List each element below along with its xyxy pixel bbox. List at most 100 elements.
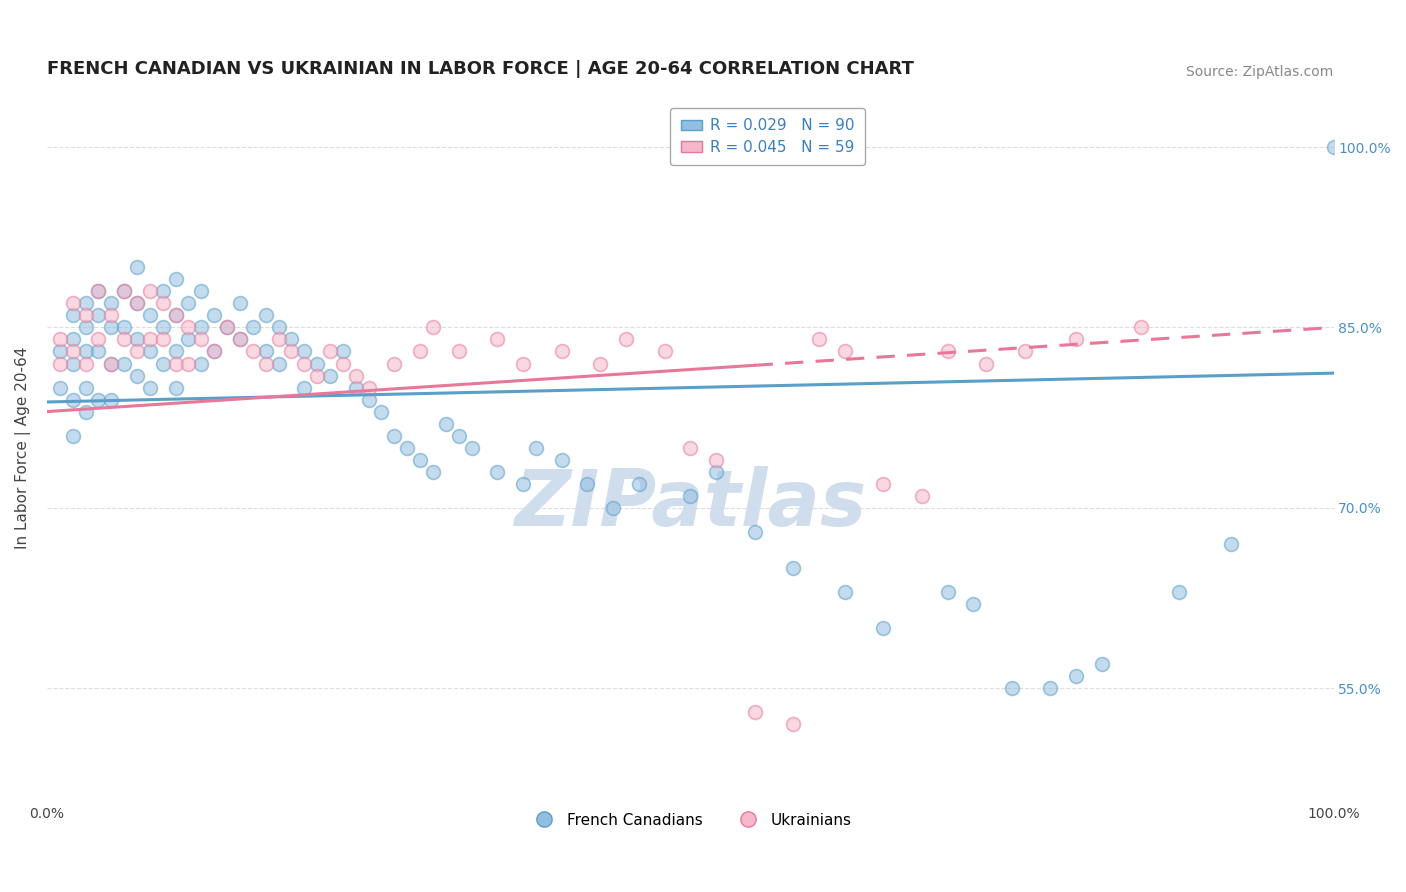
Point [1322, 140, 1344, 154]
Point [447, 428, 470, 442]
Point [834, 585, 856, 599]
Point [1064, 669, 1087, 683]
Point [87, 285, 110, 299]
Point [49, 357, 72, 371]
Point [627, 476, 650, 491]
Point [177, 320, 200, 334]
Point [267, 333, 290, 347]
Point [654, 344, 676, 359]
Point [267, 320, 290, 334]
Point [177, 296, 200, 310]
Point [100, 309, 122, 323]
Point [370, 404, 392, 418]
Point [254, 309, 277, 323]
Point [357, 380, 380, 394]
Point [280, 333, 302, 347]
Point [139, 285, 162, 299]
Point [332, 344, 354, 359]
Point [190, 320, 212, 334]
Point [217, 320, 239, 334]
Point [202, 344, 225, 359]
Point [75, 309, 97, 323]
Point [357, 392, 380, 407]
Legend: French Canadians, Ukrainians: French Canadians, Ukrainians [522, 806, 858, 834]
Point [576, 476, 599, 491]
Point [152, 333, 174, 347]
Point [152, 285, 174, 299]
Point [1219, 537, 1241, 551]
Point [152, 296, 174, 310]
Point [190, 333, 212, 347]
Point [319, 344, 342, 359]
Point [1168, 585, 1191, 599]
Point [292, 357, 315, 371]
Point [87, 392, 110, 407]
Point [87, 285, 110, 299]
Point [165, 380, 187, 394]
Point [704, 465, 727, 479]
Point [936, 344, 959, 359]
Point [87, 344, 110, 359]
Point [177, 357, 200, 371]
Point [834, 344, 856, 359]
Point [782, 717, 804, 731]
Point [382, 357, 405, 371]
Point [1039, 681, 1062, 695]
Point [62, 333, 84, 347]
Point [602, 500, 624, 515]
Point [550, 452, 572, 467]
Point [292, 344, 315, 359]
Point [267, 357, 290, 371]
Point [872, 476, 894, 491]
Point [807, 333, 830, 347]
Point [152, 357, 174, 371]
Point [100, 357, 122, 371]
Text: Source: ZipAtlas.com: Source: ZipAtlas.com [1187, 65, 1333, 78]
Point [87, 309, 110, 323]
Point [190, 285, 212, 299]
Point [49, 344, 72, 359]
Point [872, 621, 894, 635]
Point [382, 428, 405, 442]
Point [524, 441, 547, 455]
Point [229, 333, 252, 347]
Point [589, 357, 612, 371]
Point [254, 357, 277, 371]
Point [202, 309, 225, 323]
Point [125, 296, 148, 310]
Point [679, 489, 702, 503]
Point [217, 320, 239, 334]
Text: ZIPatlas: ZIPatlas [515, 467, 866, 542]
Point [307, 368, 329, 383]
Point [1091, 657, 1114, 671]
Point [49, 333, 72, 347]
Point [344, 368, 367, 383]
Point [1129, 320, 1152, 334]
Point [125, 333, 148, 347]
Point [75, 320, 97, 334]
Point [177, 333, 200, 347]
Point [744, 524, 766, 539]
Point [49, 380, 72, 394]
Point [139, 380, 162, 394]
Point [112, 333, 135, 347]
Point [409, 452, 432, 467]
Point [112, 357, 135, 371]
Point [447, 344, 470, 359]
Point [165, 357, 187, 371]
Point [486, 333, 509, 347]
Point [344, 380, 367, 394]
Point [614, 333, 637, 347]
Point [62, 344, 84, 359]
Point [75, 357, 97, 371]
Point [936, 585, 959, 599]
Point [1001, 681, 1024, 695]
Point [242, 320, 264, 334]
Point [550, 344, 572, 359]
Point [165, 272, 187, 286]
Point [62, 428, 84, 442]
Point [165, 344, 187, 359]
Point [229, 296, 252, 310]
Point [512, 357, 534, 371]
Text: FRENCH CANADIAN VS UKRAINIAN IN LABOR FORCE | AGE 20-64 CORRELATION CHART: FRENCH CANADIAN VS UKRAINIAN IN LABOR FO… [46, 60, 914, 78]
